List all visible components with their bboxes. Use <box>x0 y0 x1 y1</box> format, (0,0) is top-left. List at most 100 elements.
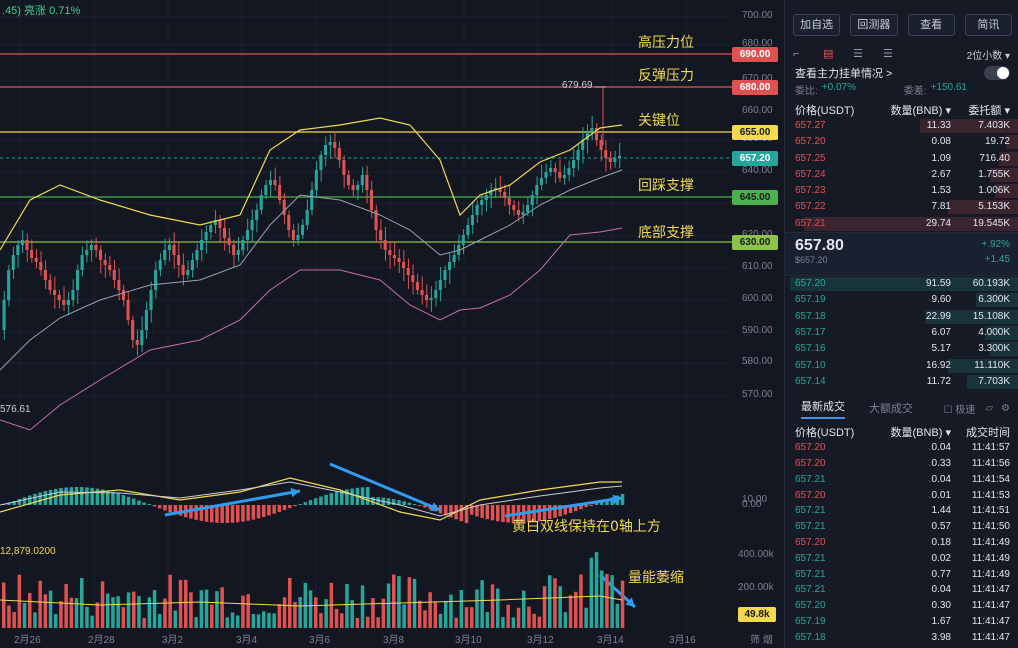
trade-time: 11:41:47 <box>971 584 1010 596</box>
backtest-button[interactable]: 回测器 <box>850 14 898 36</box>
trade-row[interactable]: 657.20 0.18 11:41:49 <box>785 535 1018 551</box>
mid-price-usd: $657.20 <box>795 255 828 266</box>
zoom-label[interactable]: 筛 烟 <box>750 635 773 646</box>
book-both-icon[interactable]: ▤ <box>823 48 834 60</box>
trade-row[interactable]: 657.18 3.98 11:41:47 <box>785 630 1018 646</box>
trade-row[interactable]: 657.20 0.33 11:41:56 <box>785 456 1018 472</box>
tab-latest-trades[interactable]: 最新成交 <box>801 398 845 419</box>
candle-body <box>163 250 167 260</box>
order-total: 5.153K <box>978 201 1010 213</box>
trade-row[interactable]: 657.20 0.04 11:41:57 <box>785 440 1018 456</box>
order-total: 11.110K <box>974 359 1010 371</box>
trade-row[interactable]: 657.21 1.44 11:41:51 <box>785 503 1018 519</box>
volume-bar <box>173 610 178 628</box>
decimals-select[interactable]: 2位小数 ▾ <box>966 50 1010 62</box>
book-bids-icon[interactable]: ☰ <box>853 48 863 60</box>
candle-body <box>576 150 580 160</box>
volume-bar <box>298 597 302 628</box>
level-label: 反弹压力 <box>638 68 694 84</box>
filter-icon[interactable]: ⏥ <box>985 402 994 414</box>
orderbook-row[interactable]: 657.20 0.08 19.72 <box>785 134 1018 150</box>
depth-bar <box>789 277 1018 292</box>
orderbook-row[interactable]: 657.21 29.74 19.545K <box>785 216 1018 232</box>
trade-time: 11:41:49 <box>971 536 1010 548</box>
watch-row[interactable]: 查看主力挂单情况 > <box>785 62 1018 80</box>
candle-body <box>535 185 539 195</box>
candle-body <box>526 205 530 212</box>
order-qty: 22.99 <box>925 310 951 322</box>
date-tick: 3月4 <box>236 635 258 646</box>
orderbook-row[interactable]: 657.10 16.92 11.110K <box>785 358 1018 374</box>
pin-icon[interactable]: ⌐ <box>793 48 800 60</box>
volume-bar <box>553 578 557 628</box>
order-price: 657.19 <box>795 294 826 306</box>
settings-icon[interactable]: ⚙ <box>1001 402 1010 414</box>
trade-price: 657.21 <box>795 568 826 580</box>
ob-header-qty[interactable]: 数量(BNB) ▾ <box>890 105 951 117</box>
tr-header-qty[interactable]: 数量(BNB) ▾ <box>890 427 951 440</box>
volume-bar <box>54 614 58 628</box>
macd-axis-0: 0.00 <box>742 499 762 510</box>
orderbook-row[interactable]: 657.25 1.09 716.40 <box>785 151 1018 167</box>
volume-bar <box>506 604 510 628</box>
view-button[interactable]: 查看 <box>907 14 955 36</box>
candle-body <box>268 180 272 185</box>
candle-body <box>434 290 438 298</box>
volume-bar <box>168 574 172 628</box>
trade-qty: 0.30 <box>931 600 951 612</box>
add-favorite-button[interactable]: 加自选 <box>793 14 841 36</box>
trade-row[interactable]: 657.20 0.01 11:41:53 <box>785 488 1018 504</box>
orderbook-row[interactable]: 657.18 22.99 15.108K <box>785 309 1018 325</box>
orderbook-row[interactable]: 657.22 7.81 5.153K <box>785 199 1018 215</box>
candle-body <box>62 300 66 305</box>
trade-row[interactable]: 657.21 0.57 11:41:50 <box>785 519 1018 535</box>
orderbook-row[interactable]: 657.20 91.59 60.193K <box>785 276 1018 292</box>
candle-body <box>521 212 525 215</box>
orderbook-row[interactable]: 657.19 9.60 6.300K <box>785 292 1018 308</box>
trade-row[interactable]: 657.21 0.04 11:41:47 <box>785 582 1018 598</box>
orderbook-row[interactable]: 657.27 11.33 7.403K <box>785 118 1018 134</box>
macd-bar <box>376 497 380 505</box>
trade-time: 11:41:47 <box>971 600 1010 612</box>
trade-row[interactable]: 657.21 0.04 11:41:54 <box>785 472 1018 488</box>
chart-panel[interactable]: .45) 亮涨 0.71% 576.61 679.69 12,879.0200 … <box>0 0 784 648</box>
trade-price: 657.21 <box>795 552 826 564</box>
trade-row[interactable]: 657.20 0.30 11:41:47 <box>785 598 1018 614</box>
volume-bar <box>397 576 401 628</box>
volume-bar <box>392 574 396 628</box>
macd-bar <box>475 505 479 517</box>
candle-body <box>429 298 433 300</box>
candle-body <box>131 320 135 340</box>
orderbook-row[interactable]: 657.24 2.67 1.755K <box>785 167 1018 183</box>
volume-bar <box>511 617 516 628</box>
trade-row[interactable]: 657.21 0.77 11:41:49 <box>785 567 1018 583</box>
candle-body <box>328 142 332 145</box>
macd-bar <box>74 487 79 505</box>
fast-checkbox[interactable]: ☐ 极速 <box>943 404 976 416</box>
candle-body <box>608 158 612 162</box>
macd-bar <box>168 505 172 513</box>
volume-bar <box>470 607 474 628</box>
candle-body <box>319 155 323 170</box>
orderbook-row[interactable]: 657.17 6.07 4.000K <box>785 325 1018 341</box>
candle-body <box>30 250 34 258</box>
volume-bar <box>563 612 568 628</box>
trade-time: 11:41:56 <box>971 457 1010 469</box>
watch-toggle[interactable] <box>984 66 1010 80</box>
orderbook-row[interactable]: 657.16 5.17 3.300K <box>785 341 1018 357</box>
orderbook-row[interactable]: 657.14 11.72 7.703K <box>785 374 1018 390</box>
book-asks-icon[interactable]: ☰ <box>883 48 893 60</box>
volume-bar <box>48 590 53 628</box>
trade-price: 657.21 <box>795 584 826 596</box>
tab-large-trades[interactable]: 大额成交 <box>869 403 913 416</box>
orderbook-row[interactable]: 657.23 1.53 1.006K <box>785 183 1018 199</box>
macd-bar <box>423 505 427 508</box>
level-price-tag: 690.00 <box>732 47 778 62</box>
ob-header-total[interactable]: 委托额 ▾ <box>968 105 1010 117</box>
news-button[interactable]: 简讯 <box>964 14 1012 36</box>
volume-bar <box>69 597 74 628</box>
date-tick: 3月2 <box>162 635 184 646</box>
trade-row[interactable]: 657.19 1.67 11:41:47 <box>785 614 1018 630</box>
candlestick-chart[interactable] <box>0 0 784 648</box>
trade-row[interactable]: 657.21 0.02 11:41:49 <box>785 551 1018 567</box>
